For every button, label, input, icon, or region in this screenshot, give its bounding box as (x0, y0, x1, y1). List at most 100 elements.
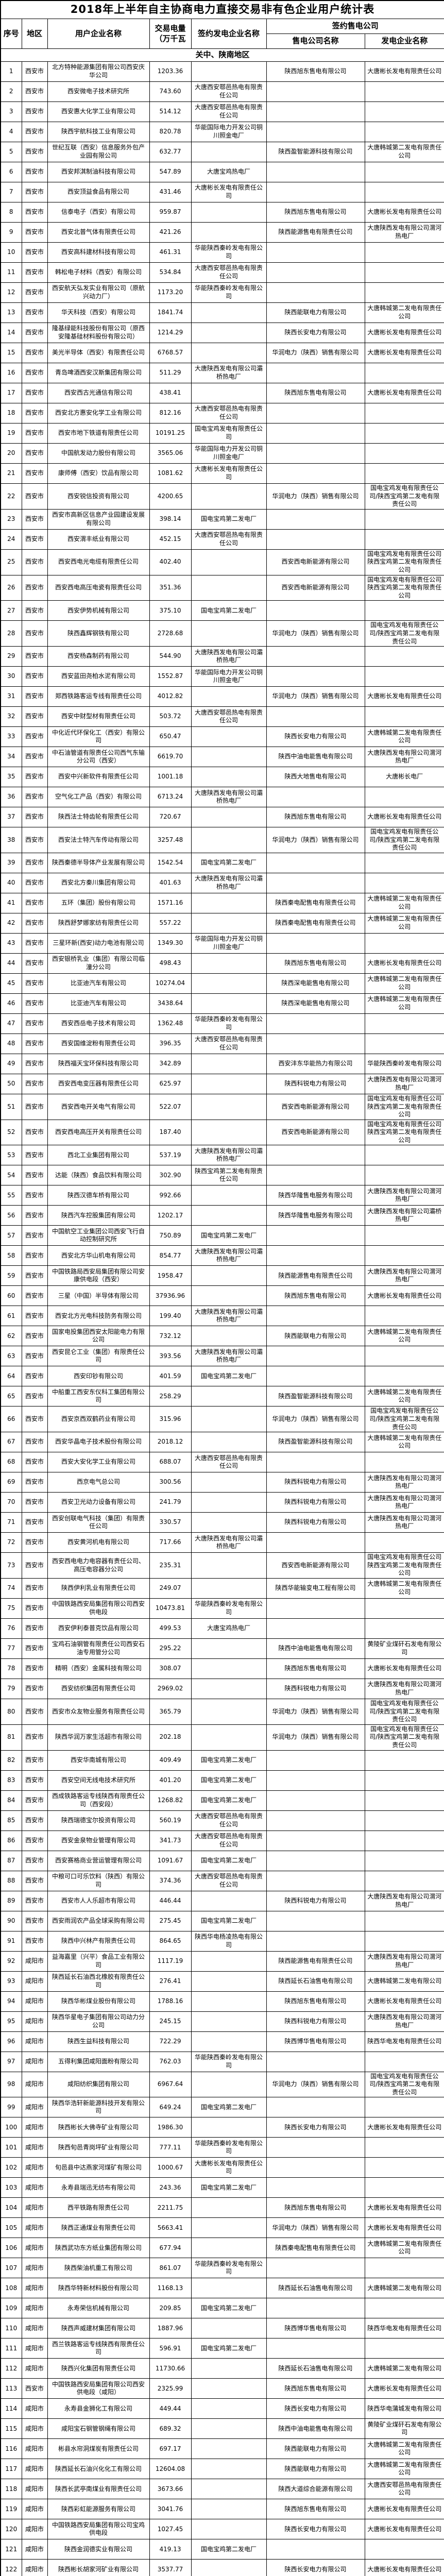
region-cell: 西安市 (21, 1165, 48, 1186)
table-row: 4 西安市 陕西宇航科技工业有限公司 820.78 华能国际电力开发公司铜川照金电厂 (0, 122, 444, 142)
gen-co-cell: 大唐韩城第二发电有限公司 (364, 1971, 444, 1992)
gen-direct-cell: 国电宝鸡第二发电厂 (191, 852, 267, 873)
sales-co-cell: 华润电力（陕西）销售有限公司 (266, 343, 365, 363)
gen-direct-cell: 国电宝鸡第二发电厂 (191, 2177, 267, 2198)
seq-cell: 48 (0, 1033, 22, 1054)
table-row: 122 咸阳市 陕西彬长胡家河矿业有限公司 3537.77 陕西长安电力有限公司 大唐彬长… (0, 2559, 444, 2576)
region-cell: 西安市 (21, 1532, 48, 1553)
table-row: 112 咸阳市 陕西兴化集团有限责任公司 11730.66 陕西延长石油售电有限公司 大唐… (0, 2358, 444, 2379)
sales-co-cell: 西安西电新能源有限公司 (266, 1093, 365, 1120)
gen-co-cell: 大唐韩城第二发电有限责任公司 (364, 1578, 444, 1599)
sales-co-cell: 华润电力（陕西）销售有限公司 (266, 1406, 365, 1433)
seq-cell: 42 (0, 912, 22, 934)
region-cell: 西安市 (21, 1346, 48, 1367)
volume-cell: 1552.87 (149, 666, 192, 687)
volume-cell: 202.18 (149, 1724, 192, 1751)
user-name-cell: 陕西舒梦娜家纺有限责任公司 (47, 912, 150, 934)
sales-co-cell: 西安西电新能源有限公司 (266, 1119, 365, 1146)
gen-co-cell (364, 1165, 444, 1186)
region-cell: 咸阳市 (21, 2051, 48, 2072)
gen-direct-cell (191, 1492, 267, 1513)
gen-co-cell (364, 162, 444, 182)
region-cell: 西安市 (21, 122, 48, 142)
sales-co-cell: 陕西科锐电力有限公司 (266, 1890, 365, 1911)
gen-direct-cell (191, 1326, 267, 1347)
volume-cell: 258.29 (149, 1386, 192, 1407)
gen-co-cell (364, 787, 444, 808)
gen-co-cell: 大唐陕西发电有限公司灞桥热电厂 (364, 1205, 444, 1226)
volume-cell: 3257.48 (149, 827, 192, 853)
seq-cell: 3 (0, 101, 22, 122)
region-cell: 咸阳市 (21, 2499, 48, 2520)
user-name-cell: 陕西中兴林产有限责任公司 (47, 1930, 150, 1952)
gen-co-cell (364, 872, 444, 893)
seq-cell: 76 (0, 1618, 22, 1639)
volume-cell: 1841.74 (149, 302, 192, 323)
sales-co-cell (266, 1830, 365, 1851)
gen-direct-cell (191, 142, 267, 162)
seq-cell: 80 (0, 1699, 22, 1725)
gen-direct-cell (191, 993, 267, 1014)
region-cell: 咸阳市 (21, 2298, 48, 2319)
user-name-cell: 西北工业集团有限公司 (47, 1145, 150, 1166)
user-name-cell: 西成铁路客运专线陕西有限责任公司（西安段） (47, 1790, 150, 1811)
gen-direct-cell: 大唐彬长发电有限责任公司 (191, 182, 267, 202)
gen-co-cell (364, 852, 444, 873)
seq-cell: 104 (0, 2197, 22, 2218)
table-row: 101 咸阳市 陕西旬邑青岗坪矿业有限公司 777.11 华能陕西秦岭发电有限公司 (0, 2137, 444, 2158)
user-name-cell: 宝鸡石油钢管有限责任公司西安石油专用管分公司 (47, 1638, 150, 1659)
gen-co-cell (364, 1830, 444, 1851)
seq-cell: 69 (0, 1472, 22, 1493)
volume-cell: 1788.16 (149, 1991, 192, 2012)
region-cell: 咸阳市 (21, 2217, 48, 2239)
volume-cell: 3673.66 (149, 2479, 192, 2500)
volume-cell: 1202.17 (149, 1205, 192, 1226)
region-cell: 西安市 (21, 1326, 48, 1347)
region-cell: 咸阳市 (21, 1971, 48, 1992)
gen-co-cell: 大唐韩城第二发电有限责任公司 (364, 912, 444, 934)
volume-cell: 10473.81 (149, 1598, 192, 1619)
gen-co-cell: 大唐彬长发电有限责任公司 (364, 2378, 444, 2399)
table-row: 119 咸阳市 陕西彩虹能源服务有限公司 3041.76 陕西旭东售电有限公司 大唐彬长发… (0, 2499, 444, 2520)
seq-cell: 116 (0, 2438, 22, 2460)
table-row: 29 西安市 西安杨森制药有限公司 544.90 大唐陕西发电有限公司灞桥热电厂 (0, 646, 444, 667)
region-cell: 咸阳市 (21, 2177, 48, 2198)
user-name-cell: 陕西华润万家生活超市有限公司 (47, 1724, 150, 1751)
seq-cell: 29 (0, 646, 22, 667)
volume-cell: 1203.36 (149, 61, 192, 82)
user-name-cell: 西安卫光动力设备有限公司 (47, 1492, 150, 1513)
gen-co-cell (364, 2338, 444, 2359)
seq-cell: 111 (0, 2338, 22, 2359)
seq-cell: 71 (0, 1512, 22, 1533)
sales-co-cell: 陕西延长石油售电有限公司 (266, 2278, 365, 2299)
gen-co-cell: 大唐陕西发电有限公司渭河热电厂 (364, 2011, 444, 2032)
table-row: 53 西安市 西北工业集团有限公司 537.19 大唐陕西发电有限公司灞桥热电厂 (0, 1145, 444, 1166)
user-name-cell: 北方特种能源集团有限公司西安庆华公司 (47, 61, 150, 82)
table-row: 5 西安市 世纪互联（西安）信息服务外包产业园有限公司 632.77 陕西盈智能源科技有… (0, 142, 444, 162)
volume-cell: 446.44 (149, 1890, 192, 1911)
user-name-cell: 陕西法士特齿轮有限责任公司 (47, 807, 150, 828)
gen-direct-cell: 大唐陕西发电有限公司灞桥热电厂 (191, 872, 267, 893)
sales-co-cell (266, 1532, 365, 1553)
header-gen-direct: 签约发电企业名称 (191, 19, 267, 49)
user-name-cell: 陕西武功东方纸业集团有限公司 (47, 2238, 150, 2259)
table-row: 71 西安市 西安创联电气科技（集团）有限责任公司 330.57 陕西科锐电力有限公司大… (0, 1512, 444, 1533)
seq-cell: 75 (0, 1598, 22, 1619)
seq-cell: 114 (0, 2398, 22, 2419)
seq-cell: 122 (0, 2559, 22, 2576)
table-row: 25 西安市 西安西电光电缆有限责任公司 402.40 西安西电新能源有限公司 国电宝鸡发… (0, 549, 444, 575)
volume-cell: 499.53 (149, 1618, 192, 1639)
volume-cell: 5663.41 (149, 2217, 192, 2239)
gen-co-cell (364, 363, 444, 383)
gen-co-cell: 国电宝鸡发电有限责任公司陕西宝鸡第二发电有限责任公司 (364, 1552, 444, 1579)
gen-direct-cell: 国电宝鸡第二发电厂 (191, 2338, 267, 2359)
gen-direct-cell: 大唐陕西发电有限公司灞桥热电厂 (191, 646, 267, 667)
volume-cell: 12604.08 (149, 2459, 192, 2480)
user-name-cell: 五环（集团）股份有限公司 (47, 892, 150, 913)
seq-cell: 13 (0, 302, 22, 323)
table-row: 120 咸阳市 中国铁路西安局集团有限公司宝鸡供电段 1027.45 陕西长安电力有限公… (0, 2519, 444, 2540)
user-name-cell: 西安中兴新软件有限责任公司 (47, 767, 150, 788)
gen-direct-cell (191, 892, 267, 913)
region-cell: 西安市 (21, 1472, 48, 1493)
region-cell: 西安市 (21, 509, 48, 530)
